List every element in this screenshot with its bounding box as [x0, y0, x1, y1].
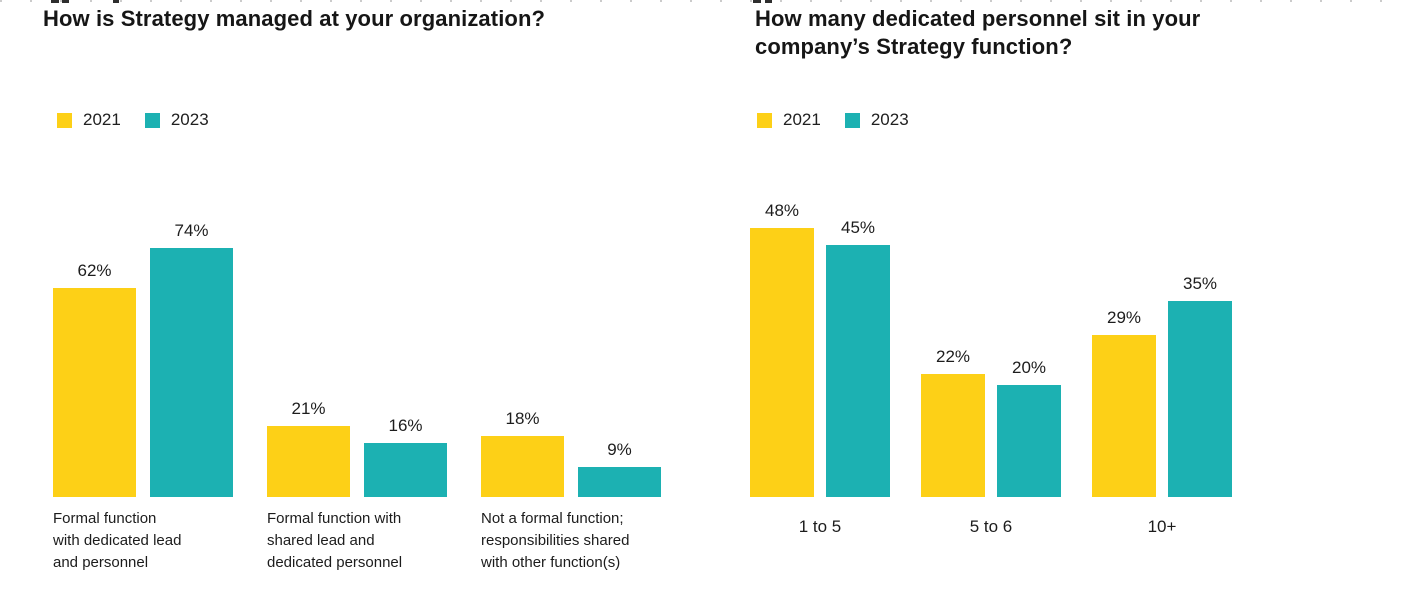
bar-2021: [750, 228, 814, 497]
legend-item-2023: 2023: [144, 110, 209, 130]
bar-2021: [921, 374, 985, 497]
bar-plot: 48% 45% 22% 20% 29% 35%: [750, 198, 1232, 497]
bar-value-label: 74%: [174, 221, 209, 240]
bar-2023: [1168, 301, 1232, 497]
legend-item-2021: 2021: [757, 110, 821, 130]
chart-title: How is Strategy managed at your organiza…: [43, 6, 546, 31]
legend-item-2023: 2023: [844, 110, 909, 130]
bar-group: 29% 35%: [1092, 198, 1232, 497]
category-label-line: Not a formal function;: [481, 510, 624, 527]
category-label-line: with other function(s): [481, 554, 621, 571]
bar-with-label: 29%: [1092, 198, 1156, 497]
bar-group: 22% 20%: [921, 198, 1061, 497]
cropped-text-remnant: [765, 0, 772, 3]
bar-value-label: 48%: [764, 201, 800, 220]
legend-label-2021: 2021: [783, 110, 821, 129]
category-axis-labels: Formal function with dedicated lead and pe…: [53, 508, 661, 574]
bar-plot: 62% 74% 21% 16% 18% 9%: [53, 216, 661, 497]
bar-value-label: 21%: [291, 399, 326, 418]
dedicated-personnel-chart: How many dedicated personnel sit in your…: [750, 0, 1355, 591]
category-label: Formal function with shared lead and dedic…: [267, 508, 447, 574]
bar-value-label: 22%: [935, 347, 971, 366]
bar-with-label: 45%: [826, 198, 890, 497]
bar-with-label: 35%: [1168, 198, 1232, 497]
bar-2021: [267, 426, 350, 497]
legend-swatch-2021-icon: [757, 112, 772, 128]
bar-value-label: 45%: [840, 218, 876, 237]
bar-with-label: 9%: [578, 216, 661, 497]
category-label: 10+: [1092, 516, 1232, 537]
category-label: Not a formal function; responsibilities s…: [481, 508, 661, 574]
bar-value-label: 9%: [607, 440, 632, 459]
bar-group: 21% 16%: [267, 216, 447, 497]
category-label-line: and personnel: [53, 554, 149, 571]
cropped-text-remnant: [0, 0, 1407, 2]
bar-with-label: 20%: [997, 198, 1061, 497]
category-label: 1 to 5: [750, 516, 890, 537]
legend-swatch-2023-icon: [144, 112, 160, 128]
legend-label-2021: 2021: [83, 110, 121, 129]
bar-group: 48% 45%: [750, 198, 890, 497]
category-label-line: 1 to 5: [798, 517, 842, 536]
cropped-text-remnant: [62, 0, 69, 3]
category-label-line: dedicated personnel: [267, 554, 403, 571]
bar-2021: [53, 288, 136, 497]
chart-legend: 2021 2023: [57, 110, 209, 130]
legend-swatch-2021-icon: [57, 112, 72, 128]
category-axis-labels: 1 to 5 5 to 6 10+: [750, 516, 1232, 537]
category-label-line: Formal function with: [267, 510, 402, 527]
bar-value-label: 20%: [1011, 358, 1047, 377]
bar-value-label: 62%: [77, 261, 112, 280]
legend-label-2023: 2023: [170, 110, 209, 129]
bar-with-label: 62%: [53, 216, 136, 497]
legend-item-2021: 2021: [57, 110, 121, 130]
bar-with-label: 22%: [921, 198, 985, 497]
category-label-line: responsibilities shared: [481, 532, 630, 549]
chart-legend: 2021 2023: [757, 110, 909, 130]
bar-2023: [826, 245, 890, 497]
bar-2023: [150, 248, 233, 497]
chart-title: How many dedicated personnel sit in your…: [755, 6, 1201, 59]
bar-2021: [481, 436, 564, 497]
legend-swatch-2023-icon: [844, 112, 860, 128]
bar-with-label: 16%: [364, 216, 447, 497]
category-label: 5 to 6: [921, 516, 1061, 537]
bar-with-label: 74%: [150, 216, 233, 497]
cropped-text-remnant: [51, 0, 59, 3]
bar-group: 18% 9%: [481, 216, 661, 497]
strategy-managed-chart: How is Strategy managed at your organiza…: [43, 0, 703, 591]
bar-2023: [578, 467, 661, 497]
category-label-line: 5 to 6: [969, 517, 1013, 536]
cropped-text-remnant: [113, 0, 119, 3]
bar-2023: [997, 385, 1061, 497]
legend-label-2023: 2023: [870, 110, 909, 129]
bar-value-label: 16%: [388, 416, 423, 435]
category-label: Formal function with dedicated lead and pe…: [53, 508, 233, 574]
bar-group: 62% 74%: [53, 216, 233, 497]
category-label-line: shared lead and: [267, 532, 375, 549]
bar-with-label: 21%: [267, 216, 350, 497]
cropped-text-remnant: [753, 0, 761, 3]
bar-2023: [364, 443, 447, 497]
bar-2021: [1092, 335, 1156, 497]
bar-with-label: 48%: [750, 198, 814, 497]
bar-value-label: 35%: [1182, 274, 1218, 293]
category-label-line: with dedicated lead: [53, 532, 182, 549]
bar-value-label: 18%: [505, 409, 540, 428]
category-label-line: 10+: [1147, 517, 1177, 536]
bar-with-label: 18%: [481, 216, 564, 497]
bar-value-label: 29%: [1106, 308, 1142, 327]
category-label-line: Formal function: [53, 510, 157, 527]
